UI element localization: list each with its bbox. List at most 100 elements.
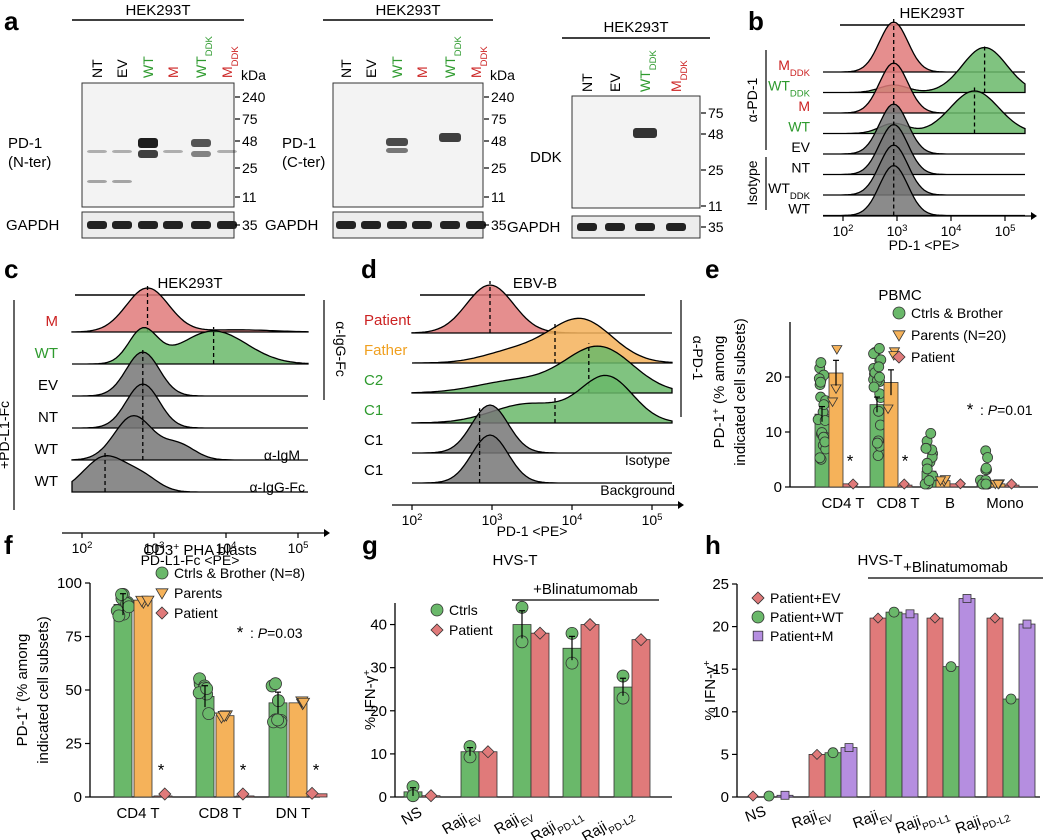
- kda-value: 25: [708, 162, 724, 178]
- y-tick-label: 25: [712, 576, 729, 593]
- row-label: WTDDK: [768, 78, 811, 100]
- protein-band: [386, 138, 408, 146]
- target-sub-label: (C-ter): [282, 154, 325, 171]
- kda-value: 35: [491, 217, 507, 233]
- y-tick-label: 15: [712, 661, 729, 678]
- data-point: [882, 404, 894, 415]
- data-point: [122, 600, 136, 614]
- lane-label: EV: [363, 59, 379, 78]
- gapdh-band: [336, 221, 356, 229]
- bar: [840, 747, 858, 798]
- group-label: Isotype: [744, 160, 760, 205]
- y-tick-label: 0: [74, 789, 82, 806]
- lane-label: WTDDK: [193, 35, 215, 78]
- data-point: [430, 603, 444, 617]
- panel-letter-d: d: [361, 254, 377, 284]
- gapdh-label: GAPDH: [507, 219, 560, 236]
- data-point: [827, 747, 839, 759]
- panel-letter-a: a: [4, 6, 19, 36]
- kda-value: 11: [491, 189, 506, 205]
- protein-band: [163, 150, 183, 153]
- bar: [478, 751, 498, 798]
- gapdh-band: [466, 221, 486, 229]
- gapdh-band: [163, 221, 183, 229]
- gapdh-band: [87, 221, 107, 229]
- row-label: WT: [788, 119, 810, 135]
- gapdh-band: [440, 221, 460, 229]
- data-point: [847, 478, 859, 490]
- x-tick-label: 103: [482, 512, 503, 529]
- legend-entry: Ctrls: [449, 602, 478, 618]
- row-label: EV: [791, 139, 810, 155]
- lane-label: WT: [389, 56, 405, 78]
- panel-letter-c: c: [4, 254, 18, 284]
- gapdh-band: [217, 221, 237, 229]
- panel-letter-b: b: [748, 6, 764, 36]
- x-axis-label: PD-L1-Fc <PE>: [141, 552, 240, 568]
- data-point: [751, 610, 765, 624]
- bar: [883, 382, 899, 488]
- kda-value: 75: [491, 111, 507, 127]
- data-point: [962, 594, 972, 603]
- data-point: [747, 790, 759, 802]
- legend-entry: Parents (N=20): [911, 327, 1006, 343]
- x-tick-label: 104: [216, 540, 238, 557]
- data-point: [982, 452, 993, 463]
- y-tick-label: 10: [370, 746, 387, 763]
- data-point: [892, 330, 906, 342]
- category-label: NS: [398, 804, 425, 829]
- bar: [926, 617, 944, 798]
- data-point: [892, 306, 906, 320]
- kda-value: 25: [491, 160, 507, 176]
- annotation-star: *: [237, 623, 244, 642]
- gapdh-band: [191, 221, 211, 229]
- data-point: [826, 397, 839, 408]
- bar: [562, 647, 582, 798]
- histogram-curve: [72, 383, 308, 429]
- row-label: C2: [364, 372, 383, 389]
- x-tick-label: 105: [995, 223, 1016, 240]
- data-point: [115, 588, 128, 601]
- kda-value: 240: [242, 89, 266, 105]
- row-label: Father: [364, 342, 407, 359]
- kda-value: 35: [708, 219, 724, 235]
- data-point: [929, 612, 941, 624]
- row-label: WT: [35, 345, 58, 362]
- panel-e-chart: PBMC 0 10 20 CD4 T CD8 T B Mono * * Ctrls & Brothe…: [711, 287, 1038, 512]
- lane-label: MDDK: [668, 60, 690, 92]
- bar: [133, 599, 153, 798]
- kda-value: 48: [708, 126, 724, 142]
- target-label: PD-1: [8, 135, 42, 152]
- y-tick-label: 5: [721, 746, 729, 763]
- kda-value: 35: [242, 217, 258, 233]
- y-tick-label: 20: [712, 619, 729, 636]
- bar: [808, 754, 826, 798]
- category-label: Mono: [986, 495, 1024, 512]
- data-point: [888, 606, 900, 618]
- target-sub-label: (N-ter): [8, 154, 51, 171]
- protein-band: [191, 151, 211, 157]
- data-point: [236, 787, 250, 801]
- group-label: α-PD-1: [744, 77, 760, 122]
- data-point: [271, 713, 285, 727]
- y-tick-label: 40: [370, 617, 387, 634]
- bar: [215, 715, 235, 798]
- bar: [958, 598, 976, 798]
- row-label: NT: [791, 160, 810, 176]
- data-point: [992, 480, 1004, 490]
- gapdh-band: [635, 223, 655, 231]
- data-point: [920, 442, 932, 454]
- histogram-curve: [72, 327, 309, 365]
- bar: [869, 617, 887, 798]
- data-point: [934, 476, 947, 487]
- histogram-curve: [411, 284, 672, 334]
- group-label: +PD-L1-Fc: [0, 401, 12, 469]
- protein-band: [112, 150, 132, 153]
- protein-band: [191, 139, 211, 147]
- bar: [631, 639, 651, 798]
- x-axis-label: PD-1 <PE>: [497, 523, 568, 539]
- data-point: [873, 405, 884, 417]
